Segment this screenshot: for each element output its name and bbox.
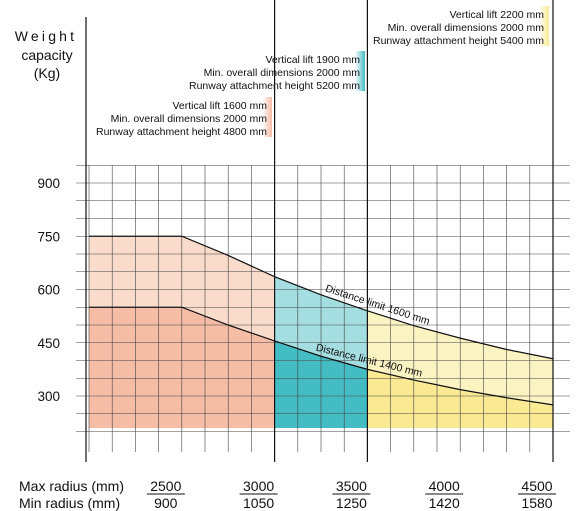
y-tick-label: 900	[37, 176, 60, 191]
x-tick-min-radius: 1420	[429, 495, 460, 511]
x-axis-title-max: Max radius (mm)	[19, 478, 124, 494]
curve-distance-limit-1400	[89, 306, 554, 406]
axes	[85, 0, 554, 462]
x-tick-min-radius: 1250	[336, 495, 367, 511]
y-tick-label: 300	[37, 389, 60, 404]
y-tick-label: 600	[37, 283, 60, 298]
zone-color-marker	[355, 51, 365, 91]
y-tick-label: 450	[37, 336, 60, 351]
x-tick-max-radius: 2500	[150, 478, 181, 494]
zone-spec-line: Runway attachment height 5400 mm	[373, 35, 544, 47]
x-axis-title-min: Min radius (mm)	[19, 495, 120, 511]
x-tick-max-radius: 4500	[521, 478, 552, 494]
y-axis-title-line: Weight	[15, 28, 78, 44]
zone-spec-line: Min. overall dimensions 2000 mm	[204, 67, 361, 79]
x-tick-min-radius: 1050	[243, 495, 274, 511]
x-tick-max-radius: 3000	[243, 478, 274, 494]
zone-spec-line: Min. overall dimensions 2000 mm	[111, 113, 268, 125]
zone-spec-line: Min. overall dimensions 2000 mm	[388, 22, 545, 34]
zone-spec-line: Vertical lift 1600 mm	[172, 100, 267, 112]
y-axis-title-line: (Kg)	[34, 65, 60, 81]
x-tick-min-radius: 900	[154, 495, 178, 511]
zone-spec-line: Vertical lift 2200 mm	[449, 9, 544, 21]
axis-labels: 300 450 600 750 900 Weight capacity (Kg) Max rad…	[15, 28, 556, 511]
zone-spec-line: Runway attachment height 5200 mm	[189, 80, 360, 92]
zone-color-marker	[539, 6, 549, 46]
x-tick-max-radius: 4000	[429, 478, 460, 494]
curve-distance-limit-1600	[89, 235, 554, 360]
y-tick-label: 750	[37, 229, 60, 244]
zone-spec-line: Runway attachment height 4800 mm	[96, 126, 267, 138]
zone-spec-line: Vertical lift 1900 mm	[265, 54, 360, 66]
y-axis-title-line: capacity	[21, 47, 72, 63]
x-tick-min-radius: 1580	[521, 495, 552, 511]
zone-color-marker	[262, 97, 272, 137]
grid	[76, 164, 570, 452]
x-tick-max-radius: 3500	[336, 478, 367, 494]
